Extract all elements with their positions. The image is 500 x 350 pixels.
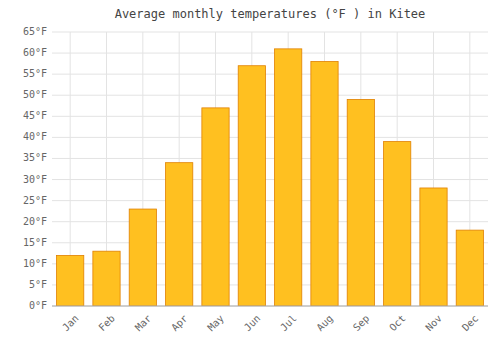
- y-tick-label: 5°F: [29, 279, 47, 290]
- y-grid-line: [52, 306, 488, 307]
- x-tick-label: Jan: [60, 313, 81, 334]
- chart-title: Average monthly temperatures (°F ) in Ki…: [115, 7, 426, 21]
- x-tick-label: Sep: [351, 313, 372, 334]
- bar: [456, 230, 483, 306]
- y-grid-line: [52, 137, 488, 138]
- y-tick-label: 45°F: [23, 110, 47, 121]
- y-tick-label: 0°F: [29, 300, 47, 311]
- y-tick-label: 25°F: [23, 195, 47, 206]
- y-tick-label: 40°F: [23, 131, 47, 142]
- y-tick-label: 55°F: [23, 68, 47, 79]
- y-grid-line: [52, 95, 488, 96]
- bar: [166, 163, 193, 306]
- y-grid-line: [52, 116, 488, 117]
- x-axis-line: [52, 306, 488, 307]
- x-tick-label: Feb: [96, 313, 117, 334]
- bar: [93, 251, 120, 306]
- chart-container: 0°F 5°F 10°F 15°F 20°F 25°F 30°F 35°F 40°F 45°F 50…: [0, 0, 500, 350]
- y-grid-line: [52, 158, 488, 159]
- x-tick-label: Oct: [387, 313, 408, 334]
- bar: [275, 49, 302, 306]
- x-tick-label: Apr: [169, 313, 190, 334]
- x-tick-label: May: [205, 313, 226, 334]
- y-tick-label: 50°F: [23, 89, 47, 100]
- x-tick-label: Dec: [460, 313, 481, 334]
- bars: [57, 49, 484, 306]
- bar: [202, 108, 229, 306]
- chart: 0°F 5°F 10°F 15°F 20°F 25°F 30°F 35°F 40°F 45°F 50…: [0, 0, 500, 350]
- x-tick-label: Jun: [242, 313, 263, 334]
- grid: [52, 32, 488, 306]
- y-tick-label: 35°F: [23, 152, 47, 163]
- y-axis: 0°F 5°F 10°F 15°F 20°F 25°F 30°F 35°F 40°F 45°F 50…: [23, 26, 47, 311]
- x-axis: Jan Feb Mar Apr May Jun Jul Aug Sep Oct Nov Dec: [60, 313, 480, 334]
- y-tick-label: 30°F: [23, 174, 47, 185]
- y-grid-line: [52, 179, 488, 180]
- bar: [129, 209, 156, 306]
- y-tick-label: 10°F: [23, 258, 47, 269]
- bar: [347, 99, 374, 306]
- bar: [384, 142, 411, 306]
- y-tick-label: 15°F: [23, 237, 47, 248]
- x-tick-label: Aug: [314, 313, 335, 334]
- y-tick-label: 65°F: [23, 26, 47, 37]
- y-grid-line: [52, 53, 488, 54]
- bar: [238, 66, 265, 306]
- bar: [420, 188, 447, 306]
- y-tick-label: 60°F: [23, 47, 47, 58]
- x-tick-label: Mar: [133, 313, 154, 334]
- bar: [311, 62, 338, 306]
- y-grid-line: [52, 74, 488, 75]
- y-grid-line: [52, 32, 488, 33]
- y-tick-label: 20°F: [23, 216, 47, 227]
- x-tick-label: Jul: [278, 313, 299, 334]
- bar: [57, 255, 84, 306]
- x-tick-label: Nov: [423, 313, 444, 334]
